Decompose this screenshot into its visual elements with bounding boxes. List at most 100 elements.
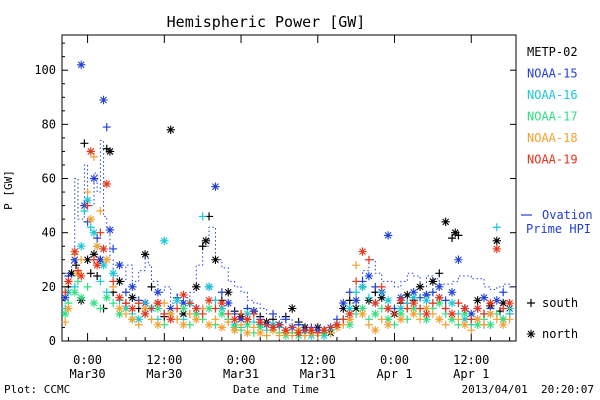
north-marker — [204, 296, 214, 305]
south-marker — [77, 255, 86, 264]
north-marker — [441, 217, 450, 227]
south-marker — [441, 320, 450, 329]
north-marker — [217, 309, 227, 319]
south-marker — [505, 315, 514, 324]
north-marker — [76, 293, 86, 302]
north-marker — [287, 304, 297, 313]
legend-entry: NOAA-19 — [527, 153, 578, 167]
north-marker — [396, 296, 406, 305]
plot-frame — [61, 34, 517, 342]
north-marker — [192, 282, 201, 292]
north-marker — [115, 277, 124, 286]
model-step-line — [65, 140, 516, 328]
south-marker — [428, 288, 437, 297]
south-marker — [281, 315, 290, 324]
north-marker — [307, 325, 316, 335]
north-marker — [108, 269, 118, 278]
south-marker — [499, 304, 508, 313]
south-marker — [377, 315, 386, 324]
north-marker — [179, 320, 188, 329]
south-marker — [467, 326, 476, 335]
y-tick-label: 0 — [49, 334, 56, 348]
north-marker — [396, 304, 406, 313]
north-marker — [83, 255, 92, 264]
north-marker — [422, 315, 431, 324]
north-marker — [396, 309, 406, 319]
north-marker — [409, 309, 418, 319]
north-marker — [204, 320, 214, 329]
south-marker — [185, 309, 194, 318]
south-marker — [121, 288, 130, 297]
north-marker — [358, 309, 367, 319]
series-noaa-19 — [61, 147, 514, 338]
north-marker — [217, 304, 227, 313]
north-marker — [83, 195, 92, 205]
north-marker — [499, 315, 508, 324]
north-marker — [345, 320, 354, 329]
north-marker — [345, 309, 354, 319]
x-tick-time-label: 0:00 — [380, 353, 409, 367]
north-marker — [140, 309, 150, 319]
south-marker — [339, 315, 348, 324]
north-marker — [460, 304, 470, 313]
x-tick-time-label: 12:00 — [300, 353, 336, 367]
north-marker — [409, 293, 418, 302]
north-marker — [160, 236, 169, 246]
north-marker — [358, 247, 367, 256]
north-marker — [224, 298, 233, 308]
north-marker — [172, 296, 182, 305]
south-marker — [441, 296, 450, 305]
north-marker — [467, 309, 476, 319]
south-marker — [147, 304, 156, 313]
north-marker — [526, 329, 536, 339]
north-marker — [89, 174, 99, 183]
north-marker — [473, 304, 482, 313]
north-marker — [492, 244, 502, 254]
south-marker — [237, 320, 246, 329]
north-marker — [217, 298, 227, 308]
north-marker — [383, 304, 393, 313]
south-marker — [173, 304, 182, 313]
north-marker — [192, 315, 201, 324]
north-marker — [492, 296, 502, 305]
north-marker — [358, 282, 367, 292]
north-marker — [447, 298, 457, 308]
south-marker — [416, 315, 425, 324]
north-marker — [396, 315, 406, 324]
north-marker — [89, 250, 99, 259]
x-tick-time-label: 0:00 — [73, 353, 102, 367]
south-marker — [492, 315, 501, 324]
north-marker — [422, 304, 431, 313]
north-marker — [86, 147, 95, 156]
north-marker — [243, 320, 252, 329]
north-marker — [473, 296, 482, 305]
north-marker — [115, 309, 124, 319]
model-legend-label-2: Prime HPI — [526, 222, 591, 236]
north-marker — [435, 282, 444, 292]
north-marker — [371, 298, 380, 308]
north-marker — [294, 328, 303, 338]
south-marker — [147, 315, 156, 324]
y-tick-label: 80 — [42, 117, 56, 131]
north-marker — [345, 304, 354, 313]
north-marker — [211, 255, 220, 264]
south-marker — [96, 277, 105, 286]
north-marker — [422, 296, 431, 305]
north-marker — [76, 242, 86, 251]
north-marker — [179, 309, 188, 319]
north-marker — [192, 304, 201, 313]
south-marker — [352, 261, 361, 270]
north-marker — [473, 315, 482, 324]
north-marker — [351, 296, 361, 305]
series-noaa-16 — [61, 195, 514, 340]
x-tick-time-label: 12:00 — [146, 353, 182, 367]
north-marker — [70, 288, 79, 297]
north-marker — [358, 304, 367, 313]
north-marker — [140, 250, 150, 259]
x-tick-date-label: Mar31 — [223, 367, 259, 381]
south-marker — [109, 277, 118, 286]
model-legend: Ovation Prime HPI — [521, 208, 593, 236]
series-noaa-15 — [60, 60, 514, 337]
footer-timestamp: 2013/04/01 20:20:07 — [462, 383, 594, 396]
south-marker — [249, 323, 258, 332]
